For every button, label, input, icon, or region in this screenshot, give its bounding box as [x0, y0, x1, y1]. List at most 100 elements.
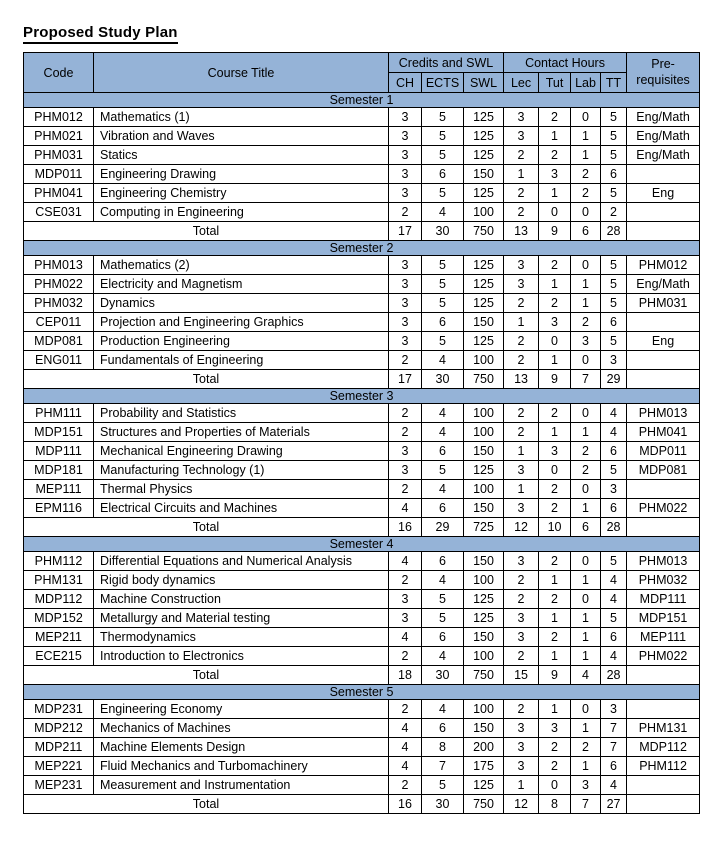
course-row: MDP212 Mechanics of Machines 4 6 150 3 3 1 7 PHM1…	[23, 718, 701, 738]
course-tut-cell: 3	[538, 164, 572, 184]
course-ch-cell: 2	[388, 350, 422, 370]
course-title-cell: Probability and Statistics	[93, 403, 389, 423]
course-tut-cell: 2	[538, 589, 572, 609]
total-lec-cell: 13	[503, 369, 540, 389]
course-row: PHM111 Probability and Statistics 2 4 100 2 2 0…	[23, 403, 701, 423]
course-row: MDP152 Metallurgy and Material testing 3 5 1…	[23, 608, 701, 628]
total-lab-cell: 4	[570, 665, 602, 685]
total-ects-cell: 29	[421, 517, 464, 537]
course-ects-cell: 5	[421, 293, 464, 313]
col-header-ch: CH	[388, 72, 422, 93]
course-lec-cell: 3	[503, 756, 540, 776]
col-header-code: Code	[23, 52, 94, 93]
course-tut-cell: 1	[538, 570, 572, 590]
course-row: PHM041 Engineering Chemistry 3 5 125 2 1 2 5 Eng	[23, 183, 701, 203]
course-ch-cell: 3	[388, 255, 422, 275]
course-tt-cell: 2	[600, 202, 628, 222]
col-header-course-title: Course Title	[93, 52, 389, 93]
course-code-cell: PHM012	[23, 107, 94, 127]
course-swl-cell: 125	[462, 107, 505, 127]
course-prereq-cell: PHM012	[626, 255, 701, 275]
course-tut-cell: 1	[538, 608, 572, 628]
course-tut-cell: 1	[538, 699, 572, 719]
course-title-cell: Fundamentals of Engineering	[93, 350, 389, 370]
course-row: MEP231 Measurement and Instrumentation 2 5 1…	[23, 775, 701, 795]
course-ch-cell: 2	[388, 403, 422, 423]
course-prereq-cell	[626, 350, 701, 370]
table-header: Code Course Title Credits and SWL Contac…	[23, 52, 701, 93]
course-code-cell: MEP211	[23, 627, 94, 647]
course-tt-cell: 6	[600, 312, 628, 332]
course-swl-cell: 100	[462, 422, 505, 442]
course-ects-cell: 8	[421, 737, 464, 757]
semester-banner: Semester 2	[22, 240, 701, 256]
course-lab-cell: 0	[570, 202, 602, 222]
course-ects-cell: 5	[421, 589, 464, 609]
course-title-cell: Vibration and Waves	[93, 126, 389, 146]
total-ects-cell: 30	[421, 665, 464, 685]
course-tt-cell: 4	[600, 589, 628, 609]
course-title-cell: Mechanics of Machines	[93, 718, 389, 738]
course-swl-cell: 150	[462, 312, 505, 332]
course-lec-cell: 3	[503, 126, 540, 146]
course-prereq-cell	[626, 775, 701, 795]
col-header-lec: Lec	[503, 72, 540, 93]
course-ch-cell: 3	[388, 274, 422, 294]
course-ects-cell: 7	[421, 756, 464, 776]
course-code-cell: PHM111	[23, 403, 94, 423]
course-lec-cell: 1	[503, 441, 540, 461]
course-title-cell: Statics	[93, 145, 389, 165]
course-ects-cell: 6	[421, 312, 464, 332]
total-swl-cell: 725	[462, 517, 505, 537]
course-lec-cell: 3	[503, 274, 540, 294]
course-lab-cell: 0	[570, 589, 602, 609]
course-ects-cell: 6	[421, 164, 464, 184]
course-tt-cell: 6	[600, 498, 628, 518]
total-ch-cell: 16	[388, 794, 422, 814]
course-tut-cell: 2	[538, 551, 572, 571]
course-title-cell: Introduction to Electronics	[93, 646, 389, 666]
course-ects-cell: 5	[421, 775, 464, 795]
course-row: PHM131 Rigid body dynamics 2 4 100 2 1 1 4 PHM032	[23, 570, 701, 590]
course-code-cell: MDP081	[23, 331, 94, 351]
course-tt-cell: 3	[600, 479, 628, 499]
course-tut-cell: 0	[538, 202, 572, 222]
course-code-cell: CEP011	[23, 312, 94, 332]
course-swl-cell: 125	[462, 126, 505, 146]
course-code-cell: PHM112	[23, 551, 94, 571]
course-ch-cell: 3	[388, 145, 422, 165]
course-prereq-cell: PHM112	[626, 756, 701, 776]
course-tt-cell: 5	[600, 274, 628, 294]
semester-banner-row: Semester 1	[22, 92, 701, 108]
course-prereq-cell: PHM013	[626, 403, 701, 423]
course-code-cell: PHM013	[23, 255, 94, 275]
col-header-swl: SWL	[462, 72, 505, 93]
course-prereq-cell: Eng/Math	[626, 145, 701, 165]
course-ects-cell: 6	[421, 441, 464, 461]
course-tut-cell: 3	[538, 718, 572, 738]
course-ects-cell: 4	[421, 202, 464, 222]
course-ch-cell: 3	[388, 331, 422, 351]
course-swl-cell: 125	[462, 274, 505, 294]
course-lab-cell: 0	[570, 479, 602, 499]
course-lec-cell: 1	[503, 164, 540, 184]
total-tt-cell: 27	[600, 794, 628, 814]
course-ch-cell: 2	[388, 570, 422, 590]
total-lec-cell: 13	[503, 221, 540, 241]
total-ch-cell: 18	[388, 665, 422, 685]
course-lab-cell: 2	[570, 183, 602, 203]
course-title-cell: Structures and Properties of Materials	[93, 422, 389, 442]
course-ects-cell: 4	[421, 646, 464, 666]
course-prereq-cell: PHM031	[626, 293, 701, 313]
total-ch-cell: 17	[388, 221, 422, 241]
total-prereq-cell	[626, 221, 701, 241]
col-header-ects: ECTS	[421, 72, 464, 93]
course-prereq-cell: MDP081	[626, 460, 701, 480]
total-prereq-cell	[626, 794, 701, 814]
course-tt-cell: 5	[600, 107, 628, 127]
course-title-cell: Projection and Engineering Graphics	[93, 312, 389, 332]
course-ects-cell: 6	[421, 718, 464, 738]
course-prereq-cell: Eng	[626, 183, 701, 203]
course-row: MDP011 Engineering Drawing 3 6 150 1 3 2 6	[23, 164, 701, 184]
course-row: MEP221 Fluid Mechanics and Turbomachinery…	[23, 756, 701, 776]
